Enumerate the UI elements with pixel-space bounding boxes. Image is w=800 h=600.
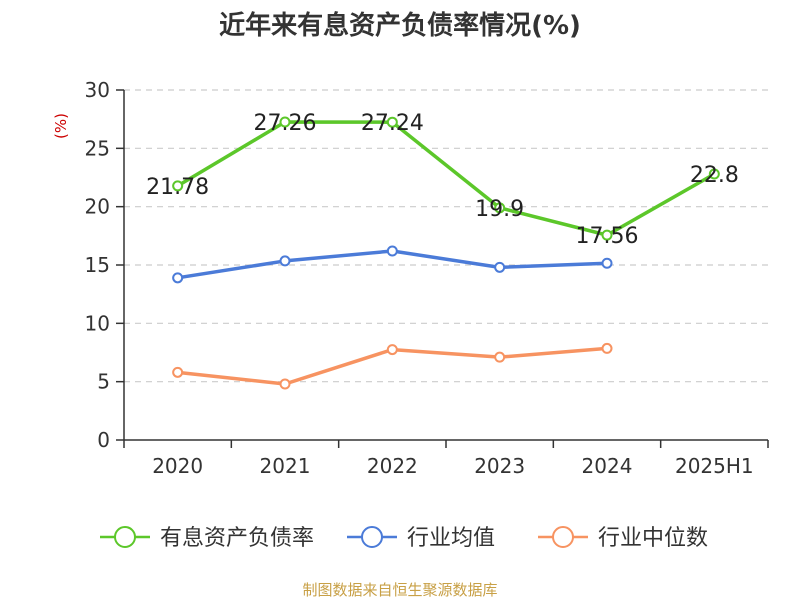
legend-marker [552,526,574,548]
axes: 0 5 10 15 20 25 30 2020 2021 2022 2023 2024 2025H1 [85,78,769,478]
legend-marker [114,526,136,548]
data-point [601,229,613,241]
x-tick-label: 2021 [260,454,311,478]
data-label: 27.24 [361,111,424,136]
data-label: 17.56 [576,224,639,249]
y-tick-label: 5 [97,370,110,394]
y-tick-label: 0 [97,428,110,452]
x-tick-label: 2025H1 [675,454,754,478]
data-point [172,180,184,192]
y-tick-label: 15 [85,253,110,277]
data-label: 19.9 [475,197,524,222]
y-tick-label: 25 [85,136,110,160]
legend-label: 有息资产负债率 [160,526,314,551]
y-tick-label: 10 [85,311,110,335]
data-point [494,202,506,214]
data-point [601,342,613,354]
y-tick-label: 20 [85,195,110,219]
legend: 有息资产负债率 行业均值 行业中位数 [100,526,708,551]
data-point [279,378,291,390]
x-tick-label: 2024 [582,454,633,478]
data-point [708,168,720,180]
legend-label: 行业均值 [407,526,495,551]
series-lines [172,116,720,390]
data-label: 21.78 [146,175,209,200]
legend-item: 行业均值 [347,526,495,551]
data-point [386,116,398,128]
x-tick-label: 2022 [367,454,418,478]
data-point [172,366,184,378]
data-point [279,255,291,267]
legend-marker [361,526,383,548]
y-tick-label: 30 [85,78,110,102]
series-line [176,120,716,237]
data-point [172,272,184,284]
data-label: 27.26 [254,111,317,136]
x-tick-label: 2020 [152,454,203,478]
data-point [494,351,506,363]
y-axis-unit-label: (%) [52,113,70,139]
legend-label: 行业中位数 [598,526,708,551]
data-point [386,344,398,356]
legend-item: 有息资产负债率 [100,526,314,551]
data-point [601,257,613,269]
data-point [494,261,506,273]
data-point [279,116,291,128]
chart-title: 近年来有息资产负债率情况(%) [219,10,581,41]
data-label: 22.8 [690,163,739,188]
x-tick-label: 2023 [474,454,525,478]
data-source-note: 制图数据来自恒生聚源数据库 [302,581,497,599]
legend-item: 行业中位数 [538,526,708,551]
data-labels: 21.78 27.26 27.24 19.9 17.56 22.8 [146,111,739,249]
grid-lines [124,89,768,383]
data-point [386,245,398,257]
